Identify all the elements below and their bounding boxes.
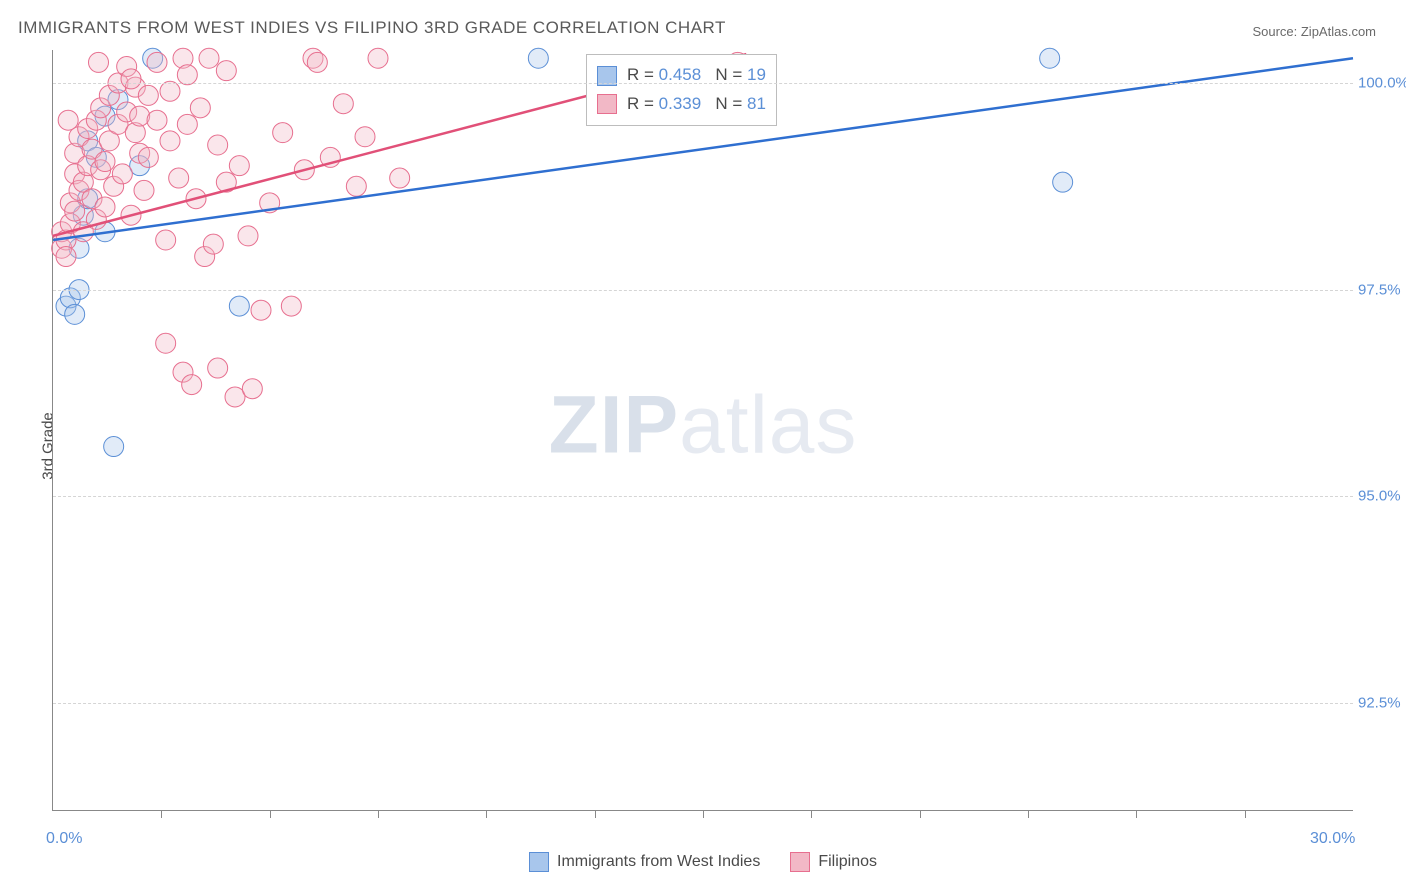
y-tick-label: 95.0% [1358, 488, 1406, 505]
legend-swatch [790, 852, 810, 872]
legend-label: Immigrants from West Indies [557, 853, 760, 871]
legend-stats: R = 0.339 N = 81 [627, 90, 766, 119]
legend-stats: R = 0.458 N = 19 [627, 61, 766, 90]
correlation-legend: R = 0.458 N = 19R = 0.339 N = 81 [586, 54, 777, 126]
legend-swatch [529, 852, 549, 872]
x-tick [1028, 810, 1029, 818]
x-tick [1136, 810, 1137, 818]
x-tick [1245, 810, 1246, 818]
x-tick [703, 810, 704, 818]
x-tick [486, 810, 487, 818]
y-tick-label: 92.5% [1358, 694, 1406, 711]
legend-row: R = 0.458 N = 19 [597, 61, 766, 90]
x-tick [811, 810, 812, 818]
legend-item: Immigrants from West Indies [529, 852, 760, 872]
chart-title: IMMIGRANTS FROM WEST INDIES VS FILIPINO … [18, 18, 726, 38]
plot-area: ZIPatlas R = 0.458 N = 19R = 0.339 N = 8… [52, 50, 1353, 811]
gridline [53, 83, 1353, 84]
x-tick [378, 810, 379, 818]
y-tick-label: 97.5% [1358, 281, 1406, 298]
legend-label: Filipinos [818, 853, 877, 871]
gridline [53, 290, 1353, 291]
x-tick [270, 810, 271, 818]
x-axis-min-label: 0.0% [46, 830, 82, 848]
legend-item: Filipinos [790, 852, 877, 872]
series-legend: Immigrants from West Indies Filipinos [529, 852, 877, 872]
source-attribution: Source: ZipAtlas.com [1252, 24, 1376, 39]
x-tick [161, 810, 162, 818]
trendline-layer [53, 50, 1353, 810]
x-tick [595, 810, 596, 818]
gridline [53, 703, 1353, 704]
legend-row: R = 0.339 N = 81 [597, 90, 766, 119]
gridline [53, 496, 1353, 497]
legend-swatch [597, 94, 617, 114]
y-tick-label: 100.0% [1358, 75, 1406, 92]
x-tick [920, 810, 921, 818]
x-axis-max-label: 30.0% [1310, 830, 1355, 848]
